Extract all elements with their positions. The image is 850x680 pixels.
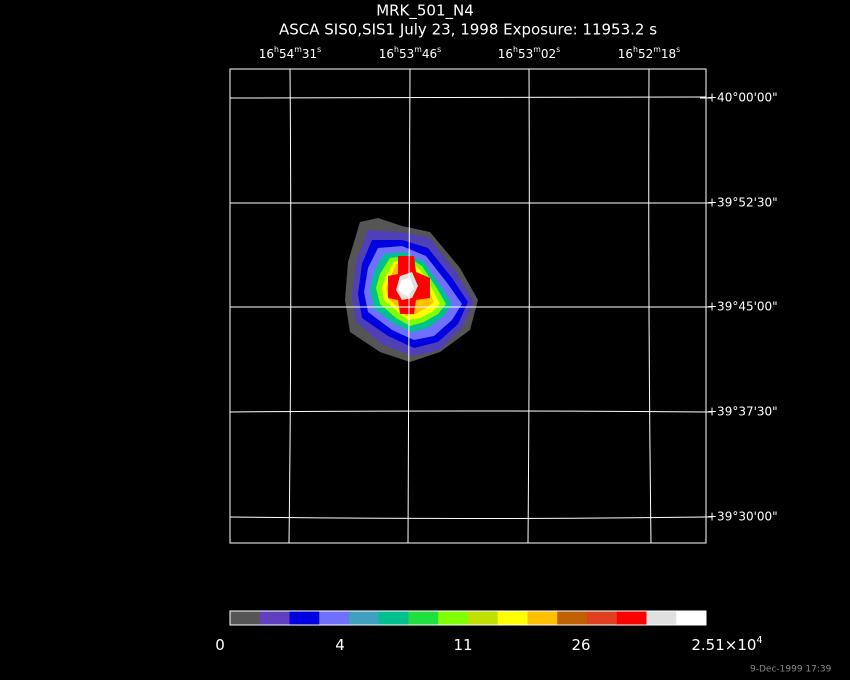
label-part: 4 xyxy=(756,635,762,646)
dec-label: +40°00'00" xyxy=(707,91,778,105)
label-part: 2.51×10 xyxy=(691,636,756,654)
ra-label: 16h53m46s xyxy=(379,45,441,61)
colorbar-label: 0 xyxy=(215,636,225,654)
label-part: h xyxy=(633,45,638,54)
label-part: 16 xyxy=(379,47,394,61)
dec-grid xyxy=(229,96,707,519)
label-part: 18 xyxy=(661,47,676,61)
label-part: h xyxy=(394,45,399,54)
label-part: 54 xyxy=(279,47,294,61)
colorbar-cell xyxy=(378,611,409,625)
label-part: m xyxy=(294,45,302,54)
colorbar-cell xyxy=(646,611,677,625)
colorbar-frame xyxy=(229,610,707,626)
source-image xyxy=(345,218,478,362)
colorbar-cell xyxy=(527,611,558,625)
footer: 9-Dec-1999 17:39 xyxy=(750,665,832,675)
colorbar-label: 4 xyxy=(335,636,345,654)
label-part: 11 xyxy=(453,636,472,654)
title: MRK_501_N4 xyxy=(376,2,474,21)
colorbar-cell xyxy=(259,611,290,625)
label-part: 46 xyxy=(422,47,437,61)
label-part: 4 xyxy=(335,636,345,654)
colorbar-cell xyxy=(557,611,588,625)
colorbar-cell xyxy=(438,611,469,625)
label-part: 16 xyxy=(618,47,633,61)
label-part: s xyxy=(556,45,560,54)
plot-frame xyxy=(229,68,707,544)
label-part: s xyxy=(437,45,441,54)
colorbar-cell xyxy=(587,611,618,625)
colorbar-label: 2.51×104 xyxy=(691,635,762,654)
label-part: 53 xyxy=(518,47,533,61)
label-part: 26 xyxy=(571,636,590,654)
colorbar-cell xyxy=(230,611,261,625)
subtitle: ASCA SIS0,SIS1 July 23, 1998 Exposure: 1… xyxy=(279,21,657,39)
ra-label: 16h52m18s xyxy=(618,45,680,61)
colorbar-cell xyxy=(468,611,499,625)
coordinate-grid xyxy=(229,68,707,544)
colorbar-cell xyxy=(289,611,320,625)
colorbar-cell xyxy=(497,611,528,625)
label-part: s xyxy=(317,45,321,54)
colorbar-cell xyxy=(349,611,380,625)
label-part: 02 xyxy=(541,47,556,61)
ra-label: 16h54m31s xyxy=(259,45,321,61)
label-part: 31 xyxy=(302,47,317,61)
label-part: m xyxy=(653,45,661,54)
label-part: 16 xyxy=(498,47,513,61)
dec-label: +39°52'30" xyxy=(707,196,778,210)
dec-label: +39°37'30" xyxy=(707,405,778,419)
label-part: m xyxy=(414,45,422,54)
label-part: s xyxy=(676,45,680,54)
label-part: 52 xyxy=(638,47,653,61)
dec-label: +39°30'00" xyxy=(707,510,778,524)
colorbar-cell xyxy=(676,611,707,625)
ra-label: 16h53m02s xyxy=(498,45,560,61)
colorbar-cell xyxy=(319,611,350,625)
label-part: h xyxy=(274,45,279,54)
label-part: 0 xyxy=(215,636,225,654)
dec-label: +39°45'00" xyxy=(707,300,778,314)
label-part: 16 xyxy=(259,47,274,61)
colorbar-label: 26 xyxy=(571,636,590,654)
label-part: m xyxy=(533,45,541,54)
label-part: h xyxy=(513,45,518,54)
colorbar-label: 11 xyxy=(453,636,472,654)
colorbar-cell xyxy=(408,611,439,625)
label-part: 53 xyxy=(399,47,414,61)
ra-grid xyxy=(288,68,652,544)
colorbar-cell xyxy=(616,611,647,625)
